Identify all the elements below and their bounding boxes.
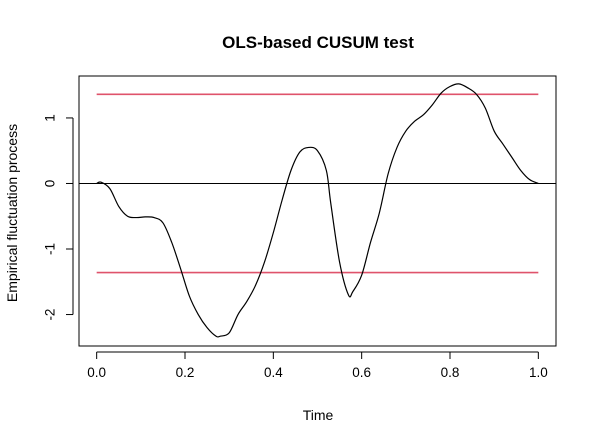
x-tick-label: 0.6 xyxy=(352,365,371,380)
x-tick-label: 1.0 xyxy=(529,365,548,380)
x-tick-label: 0.2 xyxy=(176,365,195,380)
y-tick-label: 1 xyxy=(43,114,58,122)
x-axis: 0.0 0.2 0.4 0.6 0.8 1.0 xyxy=(87,351,548,380)
series-group xyxy=(96,83,539,338)
series-line-0 xyxy=(96,83,539,338)
y-axis-label: Empirical fluctuation process xyxy=(4,124,20,302)
y-tick-label: 0 xyxy=(43,180,58,188)
boundary-lines xyxy=(96,93,539,274)
x-tick-label: 0.4 xyxy=(264,365,283,380)
x-tick-label: 0.8 xyxy=(441,365,460,380)
plot-frame xyxy=(78,75,557,347)
y-tick-label: -1 xyxy=(43,243,58,255)
x-axis-label: Time xyxy=(303,407,334,423)
y-axis: -2 -1 0 1 xyxy=(43,114,74,321)
chart-title: OLS-based CUSUM test xyxy=(222,33,414,52)
x-tick-label: 0.0 xyxy=(87,365,106,380)
y-tick-label: -2 xyxy=(43,309,58,321)
